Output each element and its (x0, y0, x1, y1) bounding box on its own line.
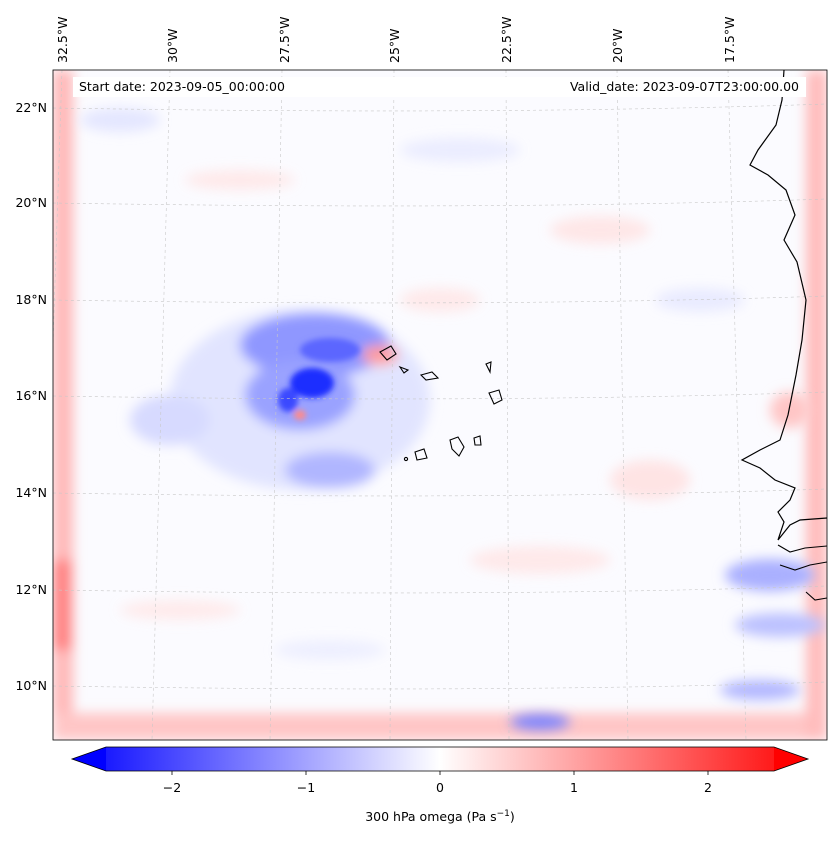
coastline-guinea (777, 544, 827, 553)
colorbar-outline (70, 746, 810, 772)
lat-tick: 16°N (15, 388, 47, 403)
lon-tick: 25°W (387, 28, 402, 63)
omega-field: Start date: 2023-09-05_00:00:00 Valid_da… (53, 70, 827, 740)
lat-tick: 22°N (15, 100, 47, 115)
coastal-features (510, 392, 825, 730)
lat-tick: 12°N (15, 582, 47, 597)
colorbar-min-extend (72, 747, 106, 771)
colorbar-tick: −1 (297, 780, 315, 795)
lon-tick: 30°W (165, 28, 180, 63)
colorbar-tick: −2 (163, 780, 181, 795)
colorbar-tick-marks (171, 771, 709, 775)
colorbar-gradient (106, 747, 774, 771)
storm-core (278, 338, 360, 420)
colorbar-tick: 0 (436, 780, 444, 795)
background-features (80, 108, 745, 660)
valid-date-label: Valid_date: 2023-09-07T23:00:00.00 (570, 79, 799, 94)
graticule (53, 70, 827, 740)
lon-tick: 22.5°W (499, 17, 514, 63)
date-banner (73, 77, 806, 97)
colorbar: −2 −1 0 1 2 300 hPa omega (Pa s−1) (70, 746, 810, 824)
lon-tick: 27.5°W (277, 17, 292, 63)
colorbar-tick: 2 (704, 780, 712, 795)
coastline (740, 70, 827, 541)
map-frame (52, 69, 828, 741)
lat-tick: 14°N (15, 485, 47, 500)
lon-axis: 32.5°W 30°W 27.5°W 25°W 22.5°W 20°W 17.5… (55, 17, 737, 63)
colorbar-ticks: −2 −1 0 1 2 (163, 780, 712, 795)
lat-tick: 18°N (15, 292, 47, 307)
coastline-islands (805, 591, 827, 601)
colorbar-label: 300 hPa omega (Pa s−1) (365, 809, 515, 824)
lat-tick: 20°N (15, 195, 47, 210)
lon-tick: 20°W (610, 28, 625, 63)
start-date-label: Start date: 2023-09-05_00:00:00 (79, 79, 285, 94)
lon-tick: 32.5°W (55, 17, 70, 63)
lon-tick: 17.5°W (722, 17, 737, 63)
coastline-guinea-south (779, 561, 827, 571)
lat-axis: 22°N 20°N 18°N 16°N 14°N 12°N 10°N (15, 100, 47, 693)
colorbar-tick: 1 (570, 780, 578, 795)
colorbar-max-extend (774, 747, 808, 771)
lat-tick: 10°N (15, 678, 47, 693)
cape-verde-islands (379, 345, 503, 462)
